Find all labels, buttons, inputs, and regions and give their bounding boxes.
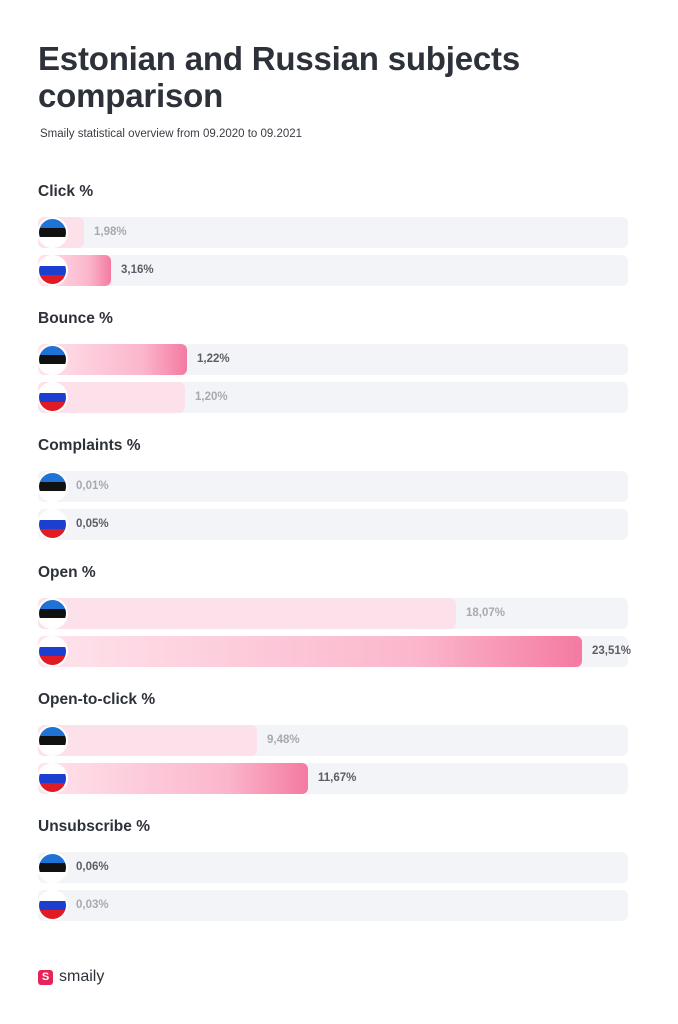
bar-value-label: 11,67% xyxy=(318,772,357,784)
bar xyxy=(38,598,456,629)
bar-value-label: 1,20% xyxy=(195,391,228,403)
bar-track xyxy=(38,255,628,286)
metric-section: Bounce % 1,22% 1,20% xyxy=(38,309,628,420)
bar-track xyxy=(38,852,628,883)
bar-value-label: 1,22% xyxy=(197,353,230,365)
bar-track xyxy=(38,471,628,502)
bar-value-label: 23,51% xyxy=(592,645,632,657)
metric-section: Unsubscribe % 0,06% 0,03% xyxy=(38,817,628,928)
bar-row: 0,01% xyxy=(38,471,628,502)
metric-section: Open % 18,07% 23,51% xyxy=(38,563,632,674)
smaily-logo-text: smaily xyxy=(59,968,105,985)
bar-row: 23,51% xyxy=(38,636,632,667)
metric-title: Complaints % xyxy=(38,437,141,454)
metric-section: Open-to-click % 9,48% 11,67% xyxy=(38,690,628,801)
estonia-flag-icon xyxy=(39,854,66,881)
metric-section: Complaints % 0,01% 0,05% xyxy=(38,436,628,547)
bar-track xyxy=(38,217,628,248)
bar-row: 11,67% xyxy=(38,763,628,794)
bar-value-label: 0,06% xyxy=(76,861,109,873)
estonia-flag-icon xyxy=(39,600,66,627)
bar-value-label: 3,16% xyxy=(121,264,154,276)
bar xyxy=(38,763,308,794)
smaily-logo-icon: S xyxy=(38,969,53,985)
bar-value-label: 18,07% xyxy=(466,607,506,619)
russia-flag-icon xyxy=(39,257,66,284)
bar-row: 9,48% xyxy=(38,725,628,756)
estonia-flag-icon xyxy=(39,473,66,500)
bar-value-label: 1,98% xyxy=(94,226,127,238)
bar-row: 0,03% xyxy=(38,890,628,921)
bar-row: 1,20% xyxy=(38,382,628,413)
metric-title: Bounce % xyxy=(38,310,113,327)
bar-track xyxy=(38,890,628,921)
bar xyxy=(38,636,582,667)
bar-value-label: 0,05% xyxy=(76,518,109,530)
estonia-flag-icon xyxy=(39,727,66,754)
bar-row: 1,98% xyxy=(38,217,628,248)
bar-row: 18,07% xyxy=(38,598,628,629)
page-title: Estonian and Russian subjects comparison xyxy=(38,40,520,114)
bar-row: 0,05% xyxy=(38,509,628,540)
russia-flag-icon xyxy=(39,511,66,538)
page-subtitle: Smaily statistical overview from 09.2020… xyxy=(40,128,303,140)
estonia-flag-icon xyxy=(39,346,66,373)
metric-title: Click % xyxy=(38,183,94,200)
russia-flag-icon xyxy=(39,384,66,411)
estonia-flag-icon xyxy=(39,219,66,246)
russia-flag-icon xyxy=(39,892,66,919)
bar-value-label: 0,01% xyxy=(76,480,109,492)
bar-row: 3,16% xyxy=(38,255,628,286)
russia-flag-icon xyxy=(39,638,66,665)
bar-value-label: 9,48% xyxy=(267,734,300,746)
smaily-logo: S smaily xyxy=(38,968,104,986)
metric-title: Unsubscribe % xyxy=(38,818,150,835)
bar-track xyxy=(38,509,628,540)
russia-flag-icon xyxy=(39,765,66,792)
bar-row: 1,22% xyxy=(38,344,628,375)
metric-title: Open % xyxy=(38,564,96,581)
bar-value-label: 0,03% xyxy=(76,899,109,911)
bar-row: 0,06% xyxy=(38,852,628,883)
metric-title: Open-to-click % xyxy=(38,691,156,708)
bar xyxy=(38,725,257,756)
metric-section: Click % 1,98% 3,16% xyxy=(38,182,628,293)
